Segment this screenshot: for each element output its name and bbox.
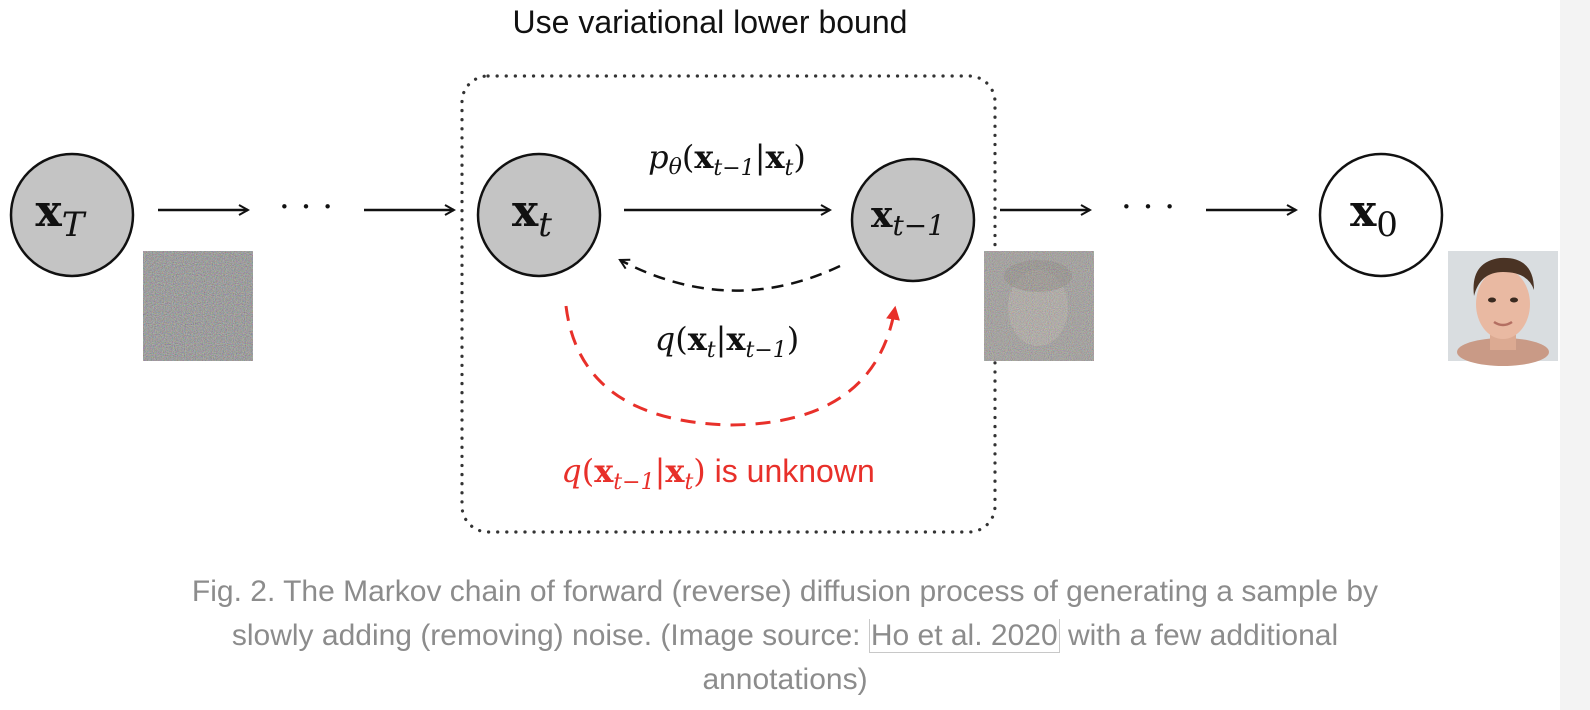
reverse-process-label: pθ(xt−1|xt) [648,138,806,181]
clean-face-image [1448,251,1558,366]
svg-text:xt: xt [512,186,552,245]
forward-cond-sub: t−1 [745,338,786,363]
node-x-0-main: x [1350,186,1377,237]
svg-text:xt−1: xt−1 [871,194,945,242]
top-label: Use variational lower bound [513,4,908,40]
node-x-T-main: x [36,186,63,237]
forward-fn: q [655,320,675,358]
forward-arg-sub: t [707,338,716,363]
figure-caption: Fig. 2. The Markov chain of forward (rev… [175,570,1395,702]
reverse-param: θ [669,155,682,180]
node-x-0-sub: 0 [1376,205,1398,245]
unknown-posterior-label: q(xt−1|xt) is unknown [561,452,875,495]
unknown-arg-sub: t−1 [613,470,654,495]
ellipsis-left: · · · [279,187,333,227]
reverse-arg-main: x [694,138,714,176]
node-x-0: x0 [1318,152,1444,278]
node-x-t-minus-1-main: x [871,194,893,236]
pure-noise-image [143,251,253,361]
node-x-t-minus-1-sub: t−1 [892,209,945,242]
node-x-t-minus-1: xt−1 [850,157,976,283]
reverse-fn: p [648,138,668,176]
node-x-T-sub: T [62,205,87,245]
forward-process-label: q(xt|xt−1) [655,320,800,363]
reverse-arg-sub: t−1 [713,156,754,181]
caption-text-after: with a few additional annotations) [702,619,1339,696]
source-link[interactable]: Ho et al. 2020 [868,619,1060,653]
forward-arg-main: x [688,320,708,358]
unknown-cond-main: x [665,452,685,490]
noisy-face-image [984,251,1094,361]
caption-text-before: Fig. 2. The Markov chain of forward (rev… [191,575,1379,652]
node-x-t-sub: t [538,205,552,245]
ellipsis-right: · · · [1121,187,1175,227]
svg-text:x0: x0 [1350,186,1398,245]
reverse-cond-main: x [765,138,785,176]
node-x-t: xt [476,152,602,278]
node-x-t-main: x [512,186,539,237]
svg-text:xT: xT [36,186,87,245]
unknown-arg-main: x [594,452,614,490]
unknown-cond-sub: t [684,470,693,495]
unknown-suffix: is unknown [706,453,875,489]
reverse-cond-sub: t [785,156,794,181]
arrow-forward-process [620,260,841,292]
page-scrollbar-edge [1560,0,1590,710]
unknown-posterior-arrow [564,305,900,427]
unknown-fn: q [561,452,581,490]
node-x-T: xT [9,152,135,278]
forward-cond-main: x [726,320,746,358]
